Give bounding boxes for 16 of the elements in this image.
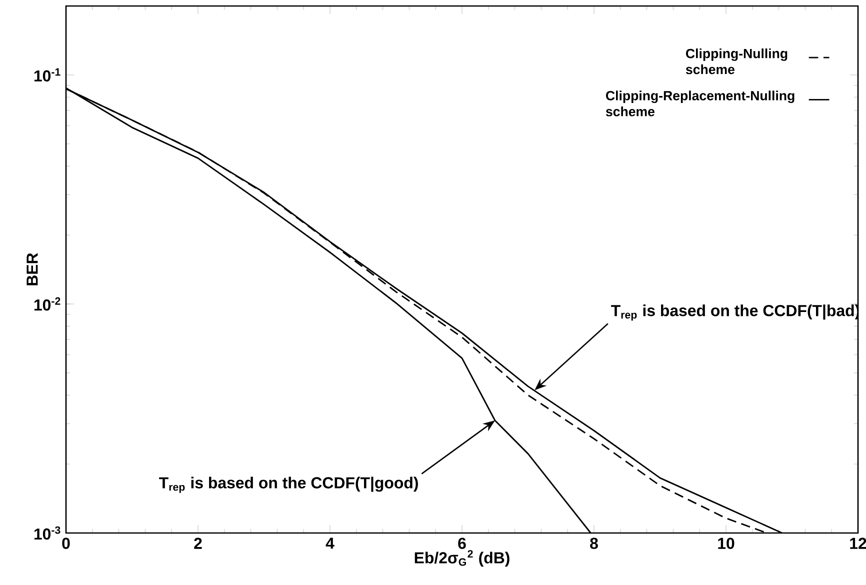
annotation: T$_{rep}$ is based on the CCDF(T|good) bbox=[159, 476, 418, 493]
x-tick-label: 12 bbox=[850, 538, 866, 549]
annotation: T$_{rep}$ is based on the CCDF(T|bad) bbox=[611, 304, 860, 321]
x-axis-title: Eb/2σ$_{G}$$^{2}$ (dB) bbox=[414, 550, 510, 567]
y-tick-label: 10$^{-2}$ bbox=[34, 297, 60, 311]
y-tick-label: 10$^{-3}$ bbox=[34, 526, 60, 540]
y-axis-title: BER bbox=[26, 253, 38, 286]
x-tick-label: 10 bbox=[718, 538, 734, 549]
x-tick-label: 4 bbox=[326, 538, 334, 549]
x-tick-label: 2 bbox=[194, 538, 202, 549]
y-tick-label: 10$^{-1}$ bbox=[34, 68, 60, 82]
x-tick-label: 6 bbox=[458, 538, 466, 549]
x-tick-label: 0 bbox=[62, 538, 70, 549]
x-tick-label: 8 bbox=[590, 538, 598, 549]
legend-label: Clipping-Replacement-Nulling scheme bbox=[606, 90, 794, 116]
legend-label: Clipping-Nulling scheme bbox=[686, 48, 788, 74]
